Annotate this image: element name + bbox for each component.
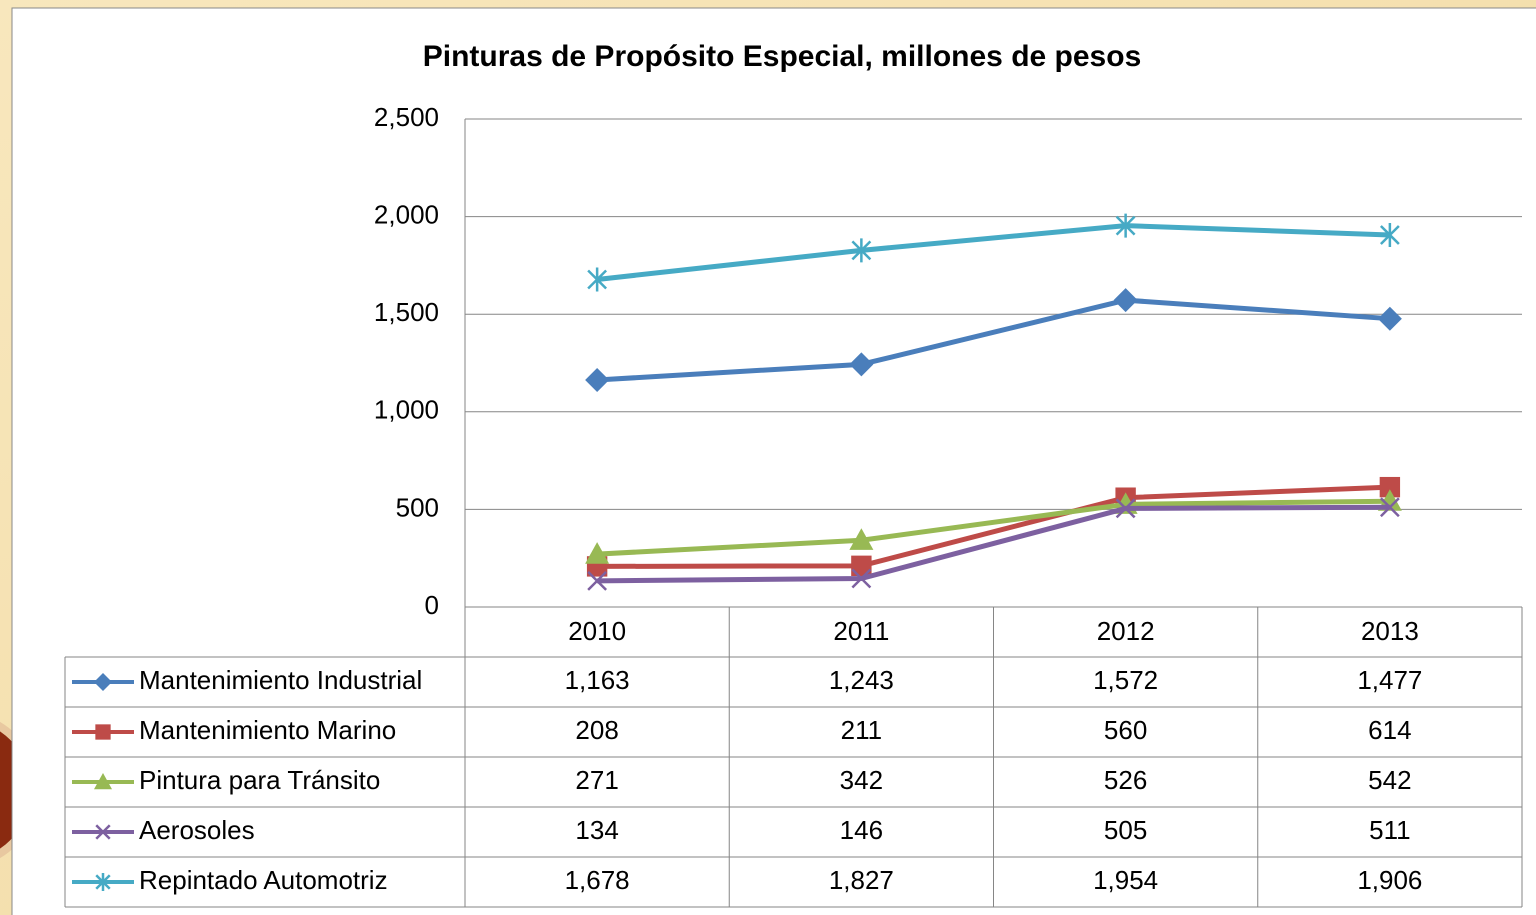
table-value: 542	[1368, 765, 1411, 795]
marker	[585, 542, 610, 564]
legend-marker	[94, 673, 112, 691]
y-tick-label: 500	[396, 492, 439, 522]
legend-marker	[95, 824, 111, 840]
series-line	[596, 498, 1390, 557]
legend-label: Mantenimiento Marino	[139, 715, 396, 745]
y-tick-label: 0	[425, 590, 439, 620]
y-tick-label: 2,500	[374, 102, 439, 132]
marker	[587, 570, 608, 591]
table-value: 208	[575, 715, 618, 745]
marker	[851, 238, 872, 263]
legend-label: Repintado Automotriz	[139, 865, 388, 895]
legend-label: Mantenimiento Industrial	[139, 665, 422, 695]
table-value: 1,477	[1357, 665, 1422, 695]
x-tick-label: 2011	[833, 616, 889, 646]
marker	[585, 367, 610, 392]
marker	[1113, 288, 1138, 313]
marker	[1377, 306, 1402, 331]
legend-label: Pintura para Tránsito	[139, 765, 380, 795]
table-value: 1,954	[1093, 865, 1158, 895]
table-value: 1,163	[565, 665, 630, 695]
marker	[851, 555, 872, 577]
marker	[1379, 476, 1401, 498]
table-value: 505	[1104, 815, 1147, 845]
table-value: 1,572	[1093, 665, 1158, 695]
table-value: 211	[841, 715, 882, 745]
series-line	[597, 504, 1390, 584]
y-tick-label: 2,000	[374, 199, 439, 229]
table-value: 511	[1369, 815, 1410, 845]
table-value: 1,678	[565, 865, 630, 895]
x-tick-label: 2012	[1097, 616, 1155, 646]
marker	[849, 528, 874, 550]
marker	[1115, 213, 1136, 238]
marker	[1379, 497, 1400, 518]
y-tick-label: 1,500	[374, 297, 439, 327]
table-value: 146	[840, 815, 883, 845]
table-value: 1,243	[829, 665, 894, 695]
table-value: 342	[840, 765, 883, 795]
series-line	[596, 223, 1390, 282]
table-value: 1,906	[1357, 865, 1422, 895]
table-value: 1,827	[829, 865, 894, 895]
marker	[1379, 222, 1400, 247]
series-line	[596, 297, 1391, 383]
series-line	[597, 484, 1390, 569]
marker	[851, 568, 872, 589]
x-tick-label: 2013	[1361, 616, 1419, 646]
legend-marker	[95, 873, 111, 891]
marker	[1115, 498, 1136, 519]
marker	[587, 267, 608, 292]
marker	[849, 352, 874, 377]
chart-title: Pinturas de Propósito Especial, millones…	[423, 40, 1142, 73]
table-value: 271	[575, 765, 618, 795]
y-tick-label: 1,000	[374, 395, 439, 425]
legend-label: Aerosoles	[139, 815, 255, 845]
chart-area	[11, 7, 1536, 915]
legend-marker	[95, 724, 111, 740]
legend-marker	[94, 773, 112, 790]
x-tick-label: 2010	[568, 616, 626, 646]
table-value: 526	[1104, 765, 1147, 795]
table-value: 614	[1368, 715, 1411, 745]
table-value: 560	[1104, 715, 1147, 745]
table-value: 134	[575, 815, 618, 845]
